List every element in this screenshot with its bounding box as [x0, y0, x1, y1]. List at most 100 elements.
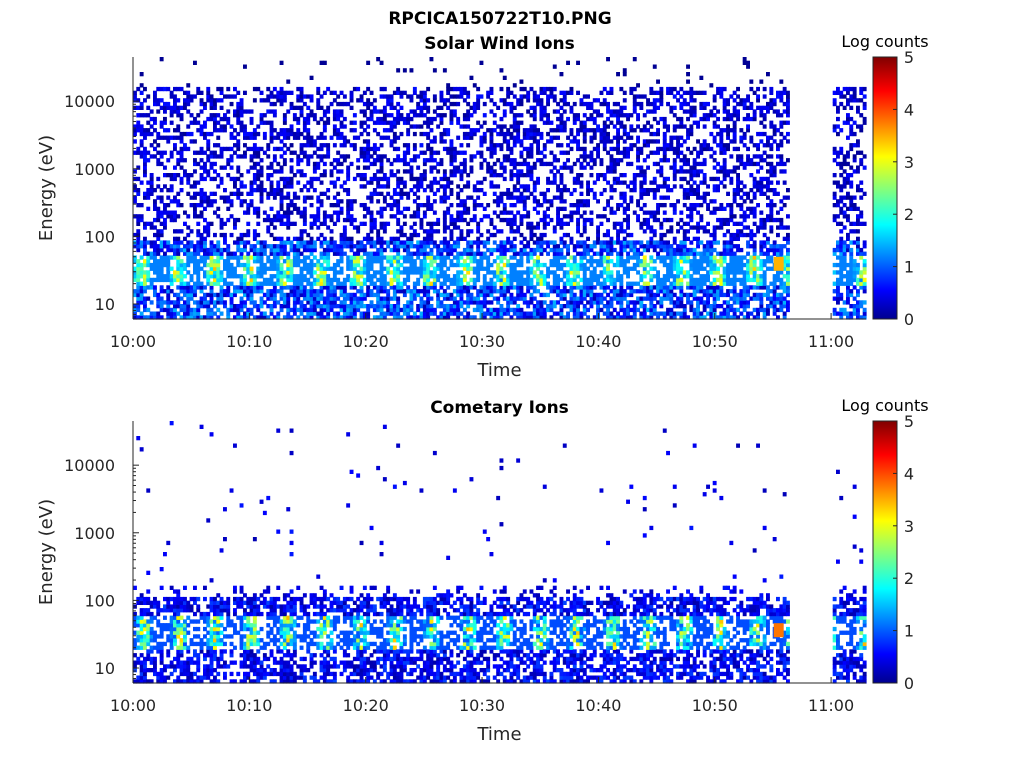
cell [436, 304, 441, 309]
cell [189, 315, 194, 320]
cell [649, 259, 654, 264]
cell [506, 139, 511, 144]
cell [292, 244, 297, 249]
cell [342, 277, 347, 283]
cell [309, 139, 314, 144]
cell [173, 173, 177, 178]
cell [149, 188, 154, 193]
cell [619, 315, 624, 320]
cell [636, 247, 640, 253]
cell [336, 150, 341, 155]
cell [486, 161, 491, 167]
cell [289, 101, 294, 107]
cell [639, 221, 644, 226]
cell [429, 57, 434, 62]
cell [239, 289, 244, 294]
cell [452, 277, 457, 283]
cell [166, 214, 171, 219]
cell [476, 262, 481, 268]
cell [519, 262, 524, 268]
cell [332, 277, 337, 283]
cell [542, 262, 547, 268]
cell [183, 158, 187, 163]
cell [579, 199, 584, 204]
cell [316, 210, 321, 215]
cell [326, 240, 331, 245]
cell [579, 101, 584, 107]
cell [239, 203, 244, 208]
cell [213, 169, 217, 174]
cell [449, 244, 454, 249]
cell [482, 191, 487, 196]
cell [582, 199, 587, 204]
cell [299, 292, 304, 298]
cell [556, 274, 560, 279]
cell [196, 240, 201, 245]
cell [619, 86, 624, 92]
cell [336, 128, 341, 133]
cell [252, 146, 257, 152]
cell [599, 131, 604, 137]
cell [156, 214, 161, 219]
cell [412, 214, 417, 219]
cell [262, 113, 267, 118]
cell [262, 188, 267, 193]
cell [442, 98, 447, 103]
cell [223, 221, 227, 226]
cell [596, 113, 600, 118]
cell [356, 307, 361, 313]
cell [539, 90, 544, 95]
cell [276, 146, 281, 152]
cell [469, 75, 474, 80]
cell [183, 210, 187, 215]
cell [136, 105, 141, 110]
cell [149, 285, 154, 290]
cell [312, 262, 317, 268]
cell [312, 143, 317, 148]
cell [489, 270, 494, 275]
cell [546, 221, 550, 226]
cell [259, 113, 264, 118]
cell [456, 236, 461, 241]
cell [532, 109, 537, 114]
cell [519, 199, 524, 204]
cell [249, 296, 254, 301]
cell [526, 300, 531, 305]
cell [519, 86, 524, 92]
cell [509, 270, 514, 275]
cell [442, 146, 447, 152]
cell [389, 161, 394, 167]
cell [539, 161, 544, 167]
cell [133, 255, 137, 260]
cell [272, 289, 277, 294]
cell [322, 161, 327, 167]
cell [516, 120, 521, 125]
cell [272, 188, 277, 193]
cell [136, 217, 141, 223]
cell [629, 195, 634, 200]
cell [489, 184, 494, 189]
cell [149, 176, 154, 182]
cell [506, 262, 511, 268]
cell [499, 229, 504, 234]
cell [329, 300, 334, 305]
cell [319, 221, 324, 226]
cell [426, 203, 431, 208]
cell [316, 195, 321, 200]
cell [352, 176, 357, 182]
cell [362, 304, 367, 309]
cell [432, 259, 437, 264]
cell [179, 307, 184, 313]
cell [536, 199, 540, 204]
cell [146, 191, 151, 196]
cell [399, 307, 404, 313]
cell [302, 206, 307, 211]
cell [369, 146, 374, 152]
cell [372, 120, 377, 125]
cell [632, 255, 637, 260]
cell [526, 184, 531, 189]
cell [209, 315, 214, 320]
cell [462, 150, 467, 155]
cell [572, 262, 577, 268]
cell [312, 281, 317, 286]
